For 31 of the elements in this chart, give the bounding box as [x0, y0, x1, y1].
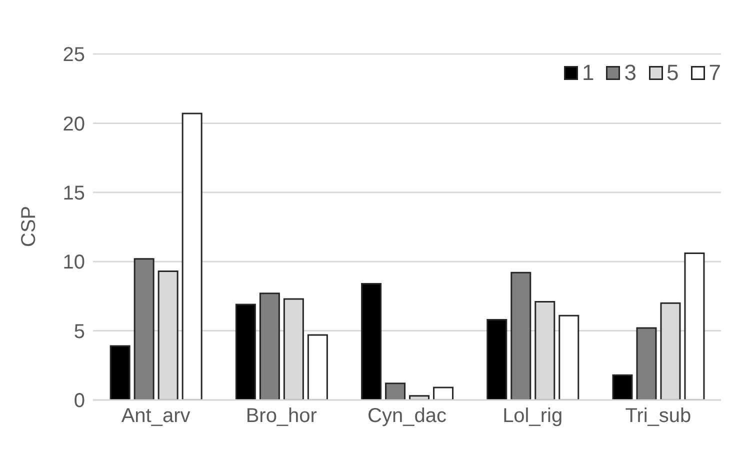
y-tick-label: 15	[62, 182, 85, 204]
y-tick-label: 5	[74, 320, 85, 343]
bar	[636, 327, 657, 400]
bar	[361, 282, 382, 400]
bar	[510, 272, 532, 400]
y-tick-label: 20	[62, 113, 85, 136]
x-tick-label: Cyn_dac	[368, 405, 446, 428]
bar	[235, 304, 256, 400]
bar	[684, 252, 705, 400]
y-tick-label: 25	[62, 44, 85, 66]
bar	[182, 112, 202, 400]
x-tick-label: Bro_hor	[246, 405, 318, 428]
y-tick-label: 0	[74, 390, 85, 412]
bar	[134, 258, 154, 400]
legend-label: 5	[666, 60, 679, 86]
x-tick-label: Tri_sub	[625, 405, 692, 428]
bar	[259, 292, 280, 400]
bar	[612, 374, 633, 400]
x-tick-label: Lol_rig	[502, 405, 563, 428]
legend-label: 7	[708, 60, 721, 86]
bar	[558, 314, 580, 400]
bar	[486, 318, 508, 400]
bar	[433, 386, 454, 400]
bar	[110, 345, 130, 400]
bar	[307, 334, 328, 400]
legend-label: 1	[582, 60, 594, 86]
legend-label: 3	[624, 60, 636, 86]
y-tick-label: 10	[62, 252, 85, 274]
x-tick-label: Ant_arv	[121, 405, 190, 428]
y-axis-title: CSP	[18, 206, 40, 247]
bar	[385, 382, 406, 400]
